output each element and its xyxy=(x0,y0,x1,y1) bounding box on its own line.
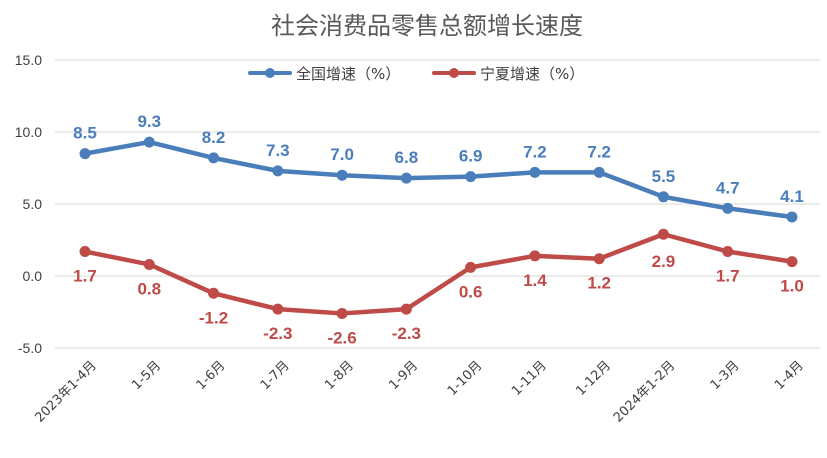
data-point xyxy=(272,165,284,177)
data-label-national: 5.5 xyxy=(652,167,676,186)
data-point xyxy=(208,152,220,164)
legend: 全国增速（%） 宁夏增速（%） xyxy=(248,65,584,83)
data-label-ningxia: 1.7 xyxy=(73,267,97,286)
data-point xyxy=(79,246,91,258)
data-point xyxy=(79,148,91,160)
x-tick-label: 1-5月 xyxy=(129,358,164,393)
data-point xyxy=(657,228,669,240)
x-tick-label: 1-11月 xyxy=(509,358,550,399)
y-tick-label: 10.0 xyxy=(15,124,42,140)
data-point xyxy=(400,172,412,184)
data-point xyxy=(336,169,348,181)
data-point xyxy=(529,250,541,262)
grid-lines xyxy=(55,59,820,349)
data-label-ningxia: 2.9 xyxy=(652,252,676,271)
data-label-national: 9.3 xyxy=(137,112,161,131)
data-point xyxy=(593,166,605,178)
data-point xyxy=(208,287,220,299)
data-label-ningxia: 1.4 xyxy=(523,271,547,290)
data-point xyxy=(722,246,734,258)
x-tick-label: 2024年1-2月 xyxy=(611,358,678,425)
data-point xyxy=(143,136,155,148)
x-tick-label: 1-9月 xyxy=(386,358,421,393)
data-label-ningxia: -2.6 xyxy=(327,328,356,347)
data-label-ningxia: 1.0 xyxy=(780,277,804,296)
data-label-ningxia: -2.3 xyxy=(392,324,421,343)
y-axis: 15.0 10.0 5.0 0.0 -5.0 xyxy=(15,52,42,356)
data-label-national: 6.9 xyxy=(459,147,483,166)
data-label-national: 8.2 xyxy=(202,128,226,147)
x-tick-label: 1-12月 xyxy=(573,358,614,399)
legend-swatch-marker xyxy=(265,68,275,78)
data-label-ningxia: 0.6 xyxy=(459,282,483,301)
x-tick-label: 1-8月 xyxy=(322,358,357,393)
legend-swatch-marker xyxy=(449,68,459,78)
x-tick-label: 1-4月 xyxy=(772,358,807,393)
x-tick-label: 1-3月 xyxy=(708,358,743,393)
legend-entry: 全国增速（%） xyxy=(296,65,400,83)
data-point xyxy=(272,303,284,315)
data-label-ningxia: -2.3 xyxy=(263,324,292,343)
x-tick-label: 1-7月 xyxy=(258,358,293,393)
data-label-national: 7.0 xyxy=(330,145,354,164)
data-label-national: 8.5 xyxy=(73,124,97,143)
data-point xyxy=(786,256,798,268)
y-tick-label: 0.0 xyxy=(23,268,43,284)
data-point xyxy=(143,258,155,270)
data-label-ningxia: -1.2 xyxy=(199,308,228,327)
data-point xyxy=(657,191,669,203)
series-line-ningxia xyxy=(82,231,795,316)
data-label-ningxia: 0.8 xyxy=(137,279,161,298)
x-tick-label: 1-10月 xyxy=(445,358,486,399)
data-label-national: 7.2 xyxy=(523,142,547,161)
x-axis: 2023年1-4月 1-5月 1-6月 1-7月 1-8月 1-9月 1-10月 1-11月 1… xyxy=(32,358,806,425)
data-label-national: 4.1 xyxy=(780,187,804,206)
data-point xyxy=(465,171,477,183)
data-point xyxy=(400,303,412,315)
data-label-national: 4.7 xyxy=(716,178,740,197)
legend-entry: 宁夏增速（%） xyxy=(480,65,584,83)
y-tick-label: 15.0 xyxy=(15,52,42,68)
data-label-ningxia: 1.2 xyxy=(587,274,611,293)
data-label-ningxia: 1.7 xyxy=(716,267,740,286)
y-tick-label: 5.0 xyxy=(23,196,43,212)
data-point xyxy=(336,307,348,319)
data-point xyxy=(465,261,477,273)
data-point xyxy=(529,166,541,178)
data-label-national: 7.3 xyxy=(266,141,290,160)
data-point xyxy=(593,253,605,265)
series-line-national xyxy=(82,139,795,220)
x-tick-label: 2023年1-4月 xyxy=(32,358,99,425)
series-group xyxy=(79,136,798,319)
data-labels: 8.5 9.3 8.2 7.3 7.0 6.8 6.9 7.2 7.2 5.5 4.7 4.1 1.7 0… xyxy=(73,112,804,347)
chart-title: 社会消费品零售总额增长速度 xyxy=(271,12,583,40)
data-label-national: 7.2 xyxy=(587,142,611,161)
data-point xyxy=(786,211,798,223)
y-tick-label: -5.0 xyxy=(18,340,42,356)
data-label-national: 6.8 xyxy=(395,148,419,167)
x-tick-label: 1-6月 xyxy=(194,358,229,393)
data-point xyxy=(722,202,734,214)
